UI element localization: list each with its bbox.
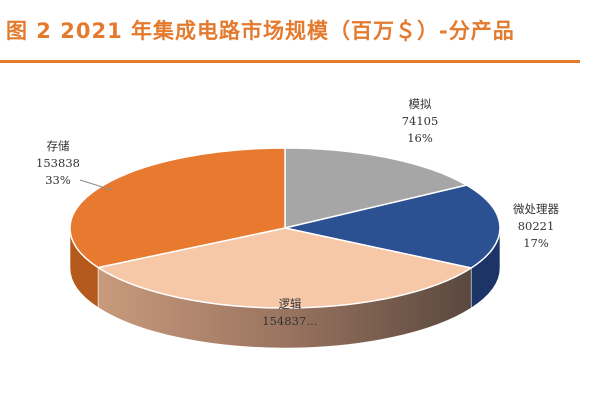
title-underline bbox=[0, 60, 580, 63]
label-microprocessor-name: 微处理器 bbox=[513, 202, 559, 216]
slice-memory bbox=[69, 147, 286, 269]
label-analog-value: 74105 bbox=[402, 114, 439, 128]
label-memory-percent: 33% bbox=[45, 173, 71, 187]
label-memory-value: 153838 bbox=[36, 156, 80, 170]
slice-analog bbox=[284, 147, 468, 229]
slice-microprocessor bbox=[284, 184, 501, 269]
label-logic-value: 154837… bbox=[262, 314, 317, 328]
label-analog-name: 模拟 bbox=[409, 97, 432, 111]
label-microprocessor-value: 80221 bbox=[518, 219, 555, 233]
leader-line-memory bbox=[79, 179, 113, 191]
label-microprocessor-percent: 17% bbox=[523, 236, 549, 250]
label-analog-percent: 16% bbox=[407, 131, 433, 145]
label-memory-name: 存储 bbox=[47, 139, 70, 153]
chart-title: 图 2 2021 年集成电路市场规模（百万＄）-分产品 bbox=[6, 19, 515, 43]
label-logic-name: 逻辑 bbox=[279, 297, 302, 311]
